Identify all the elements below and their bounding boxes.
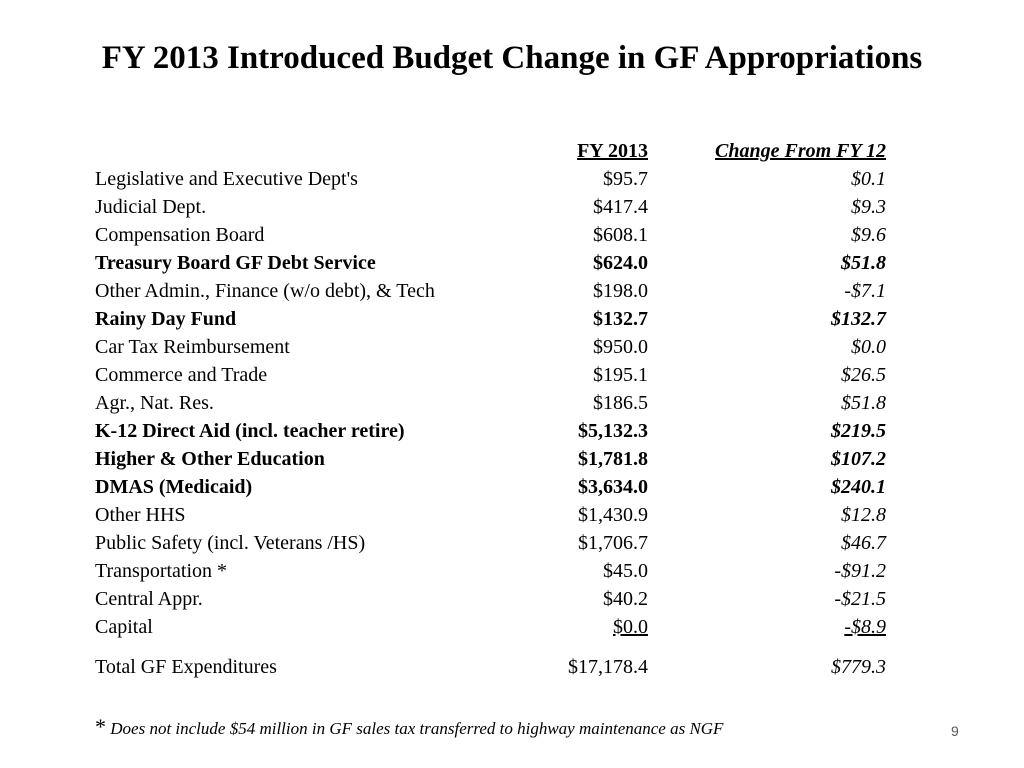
row-fy2013: $45.0	[603, 560, 648, 582]
row-fy2013: $40.2	[603, 588, 648, 610]
row-fy2013: $186.5	[593, 392, 648, 414]
row-label: DMAS (Medicaid)	[95, 476, 253, 498]
row-label: Other Admin., Finance (w/o debt), & Tech	[95, 280, 435, 302]
row-change: $219.5	[831, 420, 886, 442]
row-label: Capital	[95, 616, 153, 638]
row-label: Public Safety (incl. Veterans /HS)	[95, 532, 366, 554]
row-label: K-12 Direct Aid (incl. teacher retire)	[95, 420, 405, 442]
table-row: Central Appr. $40.2 -$21.5	[95, 585, 886, 613]
total-row: Total GF Expenditures $17,178.4 $779.3	[95, 653, 886, 681]
row-fy2013: $417.4	[593, 196, 648, 218]
table-row: Other HHS $1,430.9 $12.8	[95, 501, 886, 529]
row-change: -$7.1	[844, 280, 886, 302]
row-fy2013: $0.0	[613, 616, 648, 638]
row-label: Treasury Board GF Debt Service	[95, 252, 376, 274]
row-change: $51.8	[841, 252, 886, 274]
page-number: 9	[951, 723, 959, 739]
header-change: Change From FY 12	[715, 140, 886, 162]
row-label: Rainy Day Fund	[95, 308, 237, 330]
total-fy: $17,178.4	[568, 656, 648, 678]
footnote-text: Does not include $54 million in GF sales…	[110, 719, 724, 738]
table-row: K-12 Direct Aid (incl. teacher retire) $5…	[95, 417, 886, 445]
row-fy2013: $1,781.8	[578, 448, 648, 470]
row-fy2013: $195.1	[593, 364, 648, 386]
row-change: $0.1	[851, 168, 886, 190]
table-row: DMAS (Medicaid) $3,634.0 $240.1	[95, 473, 886, 501]
row-change: $46.7	[841, 532, 886, 554]
table-row: Transportation * $45.0 -$91.2	[95, 557, 886, 585]
table-row: Car Tax Reimbursement $950.0 $0.0	[95, 333, 886, 361]
table-row: Agr., Nat. Res. $186.5 $51.8	[95, 389, 886, 417]
row-label: Compensation Board	[95, 224, 265, 246]
table-row: Legislative and Executive Dept's $95.7 $0.…	[95, 165, 886, 193]
row-label: Judicial Dept.	[95, 196, 207, 218]
row-fy2013: $95.7	[603, 168, 648, 190]
slide-title: FY 2013 Introduced Budget Change in GF A…	[101, 40, 923, 76]
table-row: Rainy Day Fund $132.7 $132.7	[95, 305, 886, 333]
table-header-row: FY 2013 Change From FY 12	[95, 137, 886, 165]
table-row: Public Safety (incl. Veterans /HS) $1,706…	[95, 529, 886, 557]
footnote-marker: *	[95, 714, 106, 739]
row-fy2013: $624.0	[593, 252, 648, 274]
row-label: Other HHS	[95, 504, 186, 526]
row-change: $132.7	[831, 308, 886, 330]
row-fy2013: $3,634.0	[578, 476, 648, 498]
row-label: Central Appr.	[95, 588, 203, 610]
header-fy2013: FY 2013	[577, 140, 648, 162]
row-fy2013: $608.1	[593, 224, 648, 246]
row-change: -$21.5	[834, 588, 886, 610]
table-row: Compensation Board $608.1 $9.6	[95, 221, 886, 249]
table-row: Higher & Other Education $1,781.8 $107.2	[95, 445, 886, 473]
row-change: -$8.9	[844, 616, 886, 638]
row-label: Commerce and Trade	[95, 364, 268, 386]
table-row: Treasury Board GF Debt Service $624.0 $51.…	[95, 249, 886, 277]
row-change: $51.8	[841, 392, 886, 414]
row-change: $240.1	[831, 476, 886, 498]
row-fy2013: $198.0	[593, 280, 648, 302]
row-change: $9.6	[851, 224, 886, 246]
header-label	[95, 137, 535, 165]
row-fy2013: $132.7	[593, 308, 648, 330]
budget-table: FY 2013 Change From FY 12 Legislative an…	[95, 137, 886, 681]
row-change: $9.3	[851, 196, 886, 218]
row-change: $0.0	[851, 336, 886, 358]
row-label: Transportation *	[95, 560, 228, 582]
table-row: Capital $0.0 -$8.9	[95, 613, 886, 641]
table-row: Commerce and Trade $195.1 $26.5	[95, 361, 886, 389]
total-label: Total GF Expenditures	[95, 656, 277, 678]
row-fy2013: $5,132.3	[578, 420, 648, 442]
row-label: Higher & Other Education	[95, 448, 325, 470]
row-change: $26.5	[841, 364, 886, 386]
row-fy2013: $950.0	[593, 336, 648, 358]
row-label: Agr., Nat. Res.	[95, 392, 214, 414]
row-change: $12.8	[841, 504, 886, 526]
table-row: Other Admin., Finance (w/o debt), & Tech…	[95, 277, 886, 305]
row-label: Legislative and Executive Dept's	[95, 168, 358, 190]
row-change: -$91.2	[834, 560, 886, 582]
row-fy2013: $1,706.7	[578, 532, 648, 554]
footnote: * Does not include $54 million in GF sal…	[95, 714, 723, 740]
total-change: $779.3	[831, 656, 886, 678]
row-change: $107.2	[831, 448, 886, 470]
row-fy2013: $1,430.9	[578, 504, 648, 526]
row-label: Car Tax Reimbursement	[95, 336, 290, 358]
table-row: Judicial Dept. $417.4 $9.3	[95, 193, 886, 221]
